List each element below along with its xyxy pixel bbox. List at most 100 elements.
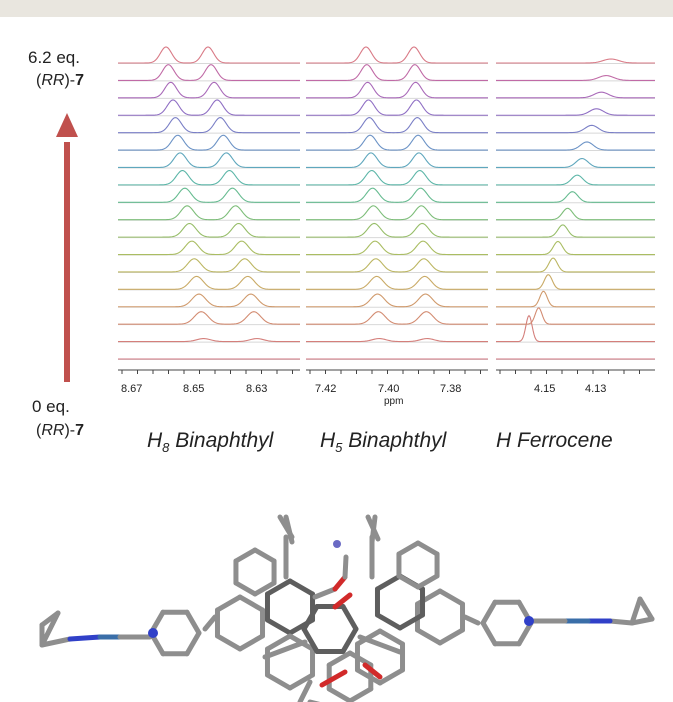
spectrum-trace — [306, 187, 488, 203]
bond — [516, 620, 534, 647]
bond — [264, 617, 293, 636]
bond — [252, 580, 277, 597]
bond — [377, 628, 406, 647]
ppm-unit-label: ppm — [384, 396, 404, 407]
spectrum-trace — [306, 205, 488, 221]
bond — [67, 634, 103, 642]
bond — [374, 573, 403, 592]
bond — [607, 618, 635, 626]
spectrum-trace — [306, 81, 488, 99]
bond — [437, 627, 466, 646]
spectrum-trace — [306, 117, 488, 134]
tick-label: 7.38 — [440, 383, 462, 395]
spectrum-trace — [118, 258, 300, 273]
bond — [287, 578, 316, 597]
crystal-structure — [39, 514, 655, 702]
spectrum-trace — [496, 240, 655, 256]
spectrum-trace — [496, 157, 655, 169]
spectrum-trace — [306, 222, 488, 238]
bond — [233, 547, 258, 564]
spectrum-trace — [118, 99, 300, 116]
spectrum-trace — [118, 81, 300, 99]
bond — [347, 686, 374, 702]
top-band — [0, 0, 673, 17]
titration-arrow — [56, 113, 78, 382]
spectrum-trace — [496, 191, 655, 203]
spectrum-trace — [118, 117, 300, 134]
spectrum-trace — [118, 338, 300, 343]
spectrum-trace — [496, 91, 655, 99]
bond — [340, 626, 359, 655]
spectrum-trace — [118, 64, 300, 81]
bond — [312, 586, 338, 600]
spectrum-trace — [496, 224, 655, 238]
tick-label: 8.67 — [121, 383, 143, 395]
n-atom — [148, 628, 158, 638]
spectrum-trace — [118, 240, 300, 256]
bond — [283, 514, 295, 545]
spectrum-trace — [118, 275, 300, 290]
bottom-compound-label: (RR)-7 — [36, 422, 84, 439]
bond — [301, 603, 320, 632]
bond — [332, 574, 348, 592]
spectrum-trace — [118, 187, 300, 203]
n-atom — [524, 616, 534, 626]
bond — [637, 596, 655, 622]
bond — [480, 599, 498, 626]
spectrum-trace — [306, 99, 488, 116]
bond — [397, 612, 426, 631]
spectrum-trace — [306, 46, 488, 64]
bond — [233, 580, 258, 597]
top-compound-label: (RR)-7 — [36, 72, 84, 89]
arrow-head — [56, 113, 78, 137]
bond — [374, 612, 403, 631]
spectrum-trace — [118, 311, 300, 325]
bond — [214, 594, 243, 613]
bond — [237, 594, 266, 613]
spectrum-trace — [496, 58, 655, 64]
bond — [377, 667, 406, 686]
tick-label: 8.65 — [183, 383, 205, 395]
bond — [357, 634, 403, 655]
spectrum-trace — [496, 108, 655, 116]
ion-atom — [333, 540, 341, 548]
bond — [354, 628, 383, 647]
bond — [369, 514, 378, 545]
bond — [414, 627, 443, 646]
bond — [415, 573, 440, 590]
spectrum-trace — [306, 152, 488, 169]
bond — [184, 609, 202, 636]
bond — [629, 616, 655, 626]
bond — [462, 614, 481, 626]
bond — [362, 662, 383, 680]
tick-label: 8.63 — [246, 383, 268, 395]
region-label-h5-binaphthyl: H5 Binaphthyl — [320, 429, 447, 456]
bond — [202, 614, 218, 632]
region-label-h-ferrocene: H Ferrocene — [496, 429, 613, 452]
spectrum-trace — [306, 275, 488, 290]
spectrum-trace — [496, 290, 655, 308]
bond — [480, 620, 498, 647]
bond — [252, 547, 277, 564]
bond — [396, 540, 421, 557]
bottom-eq-label: 0 eq. — [32, 397, 70, 416]
spectra-baselines — [118, 63, 655, 360]
nmr-figure — [39, 46, 655, 702]
spectrum-trace — [306, 338, 488, 343]
bond — [396, 573, 421, 590]
spectrum-trace — [306, 311, 488, 325]
spectra-traces — [118, 46, 655, 360]
bond — [347, 650, 374, 668]
bond — [287, 672, 316, 691]
bond — [237, 633, 266, 652]
bond — [326, 650, 353, 668]
spectrum-trace — [306, 169, 488, 186]
bond — [437, 588, 466, 607]
bond — [39, 636, 73, 648]
spectrum-trace — [306, 240, 488, 256]
bond — [342, 554, 349, 580]
bond — [415, 540, 440, 557]
bond — [214, 633, 243, 652]
bond — [326, 686, 353, 702]
bond — [297, 679, 313, 702]
